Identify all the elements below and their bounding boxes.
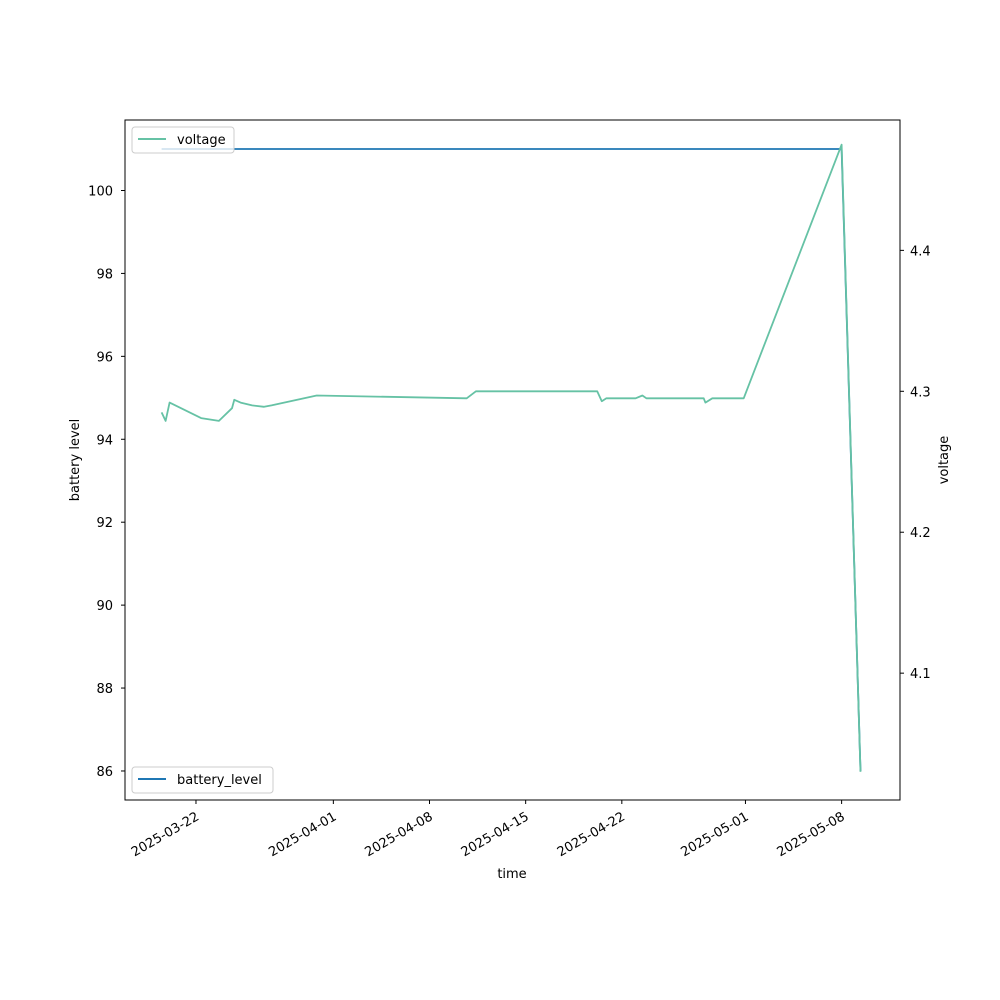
x-axis-label: time <box>497 867 526 882</box>
y-left-tick-label: 88 <box>96 682 113 697</box>
y-left-tick-label: 90 <box>96 599 113 614</box>
y-left-tick-label: 100 <box>88 184 113 199</box>
legend-voltage-label: voltage <box>177 133 226 148</box>
y-left-tick-label: 94 <box>96 433 113 448</box>
y-right-tick-label: 4.1 <box>910 667 931 682</box>
y-left-tick-label: 98 <box>96 267 113 282</box>
y-right-tick-label: 4.2 <box>910 526 931 541</box>
series-line-voltage <box>160 143 862 772</box>
legend-voltage-box <box>131 126 235 154</box>
y-axis-right-label: voltage <box>937 436 952 485</box>
y-right-tick-label: 4.3 <box>910 385 931 400</box>
y-left-tick-label: 92 <box>96 516 113 531</box>
series-layer <box>160 143 862 772</box>
legend-battery: battery_level <box>131 766 274 794</box>
plot-frame <box>124 119 901 801</box>
y-axis-right: 4.1 4.2 4.3 4.4 <box>900 244 931 682</box>
y-axis-left: 86 88 90 92 94 96 98 100 <box>88 184 125 780</box>
y-left-tick-label: 86 <box>96 765 113 780</box>
legend-voltage: voltage <box>131 126 235 154</box>
y-right-tick-label: 4.4 <box>910 244 931 259</box>
y-left-tick-label: 96 <box>96 350 113 365</box>
legend-battery-box <box>131 766 274 794</box>
legend-battery-label: battery_level <box>177 773 262 788</box>
y-axis-left-label: battery level <box>68 419 83 502</box>
